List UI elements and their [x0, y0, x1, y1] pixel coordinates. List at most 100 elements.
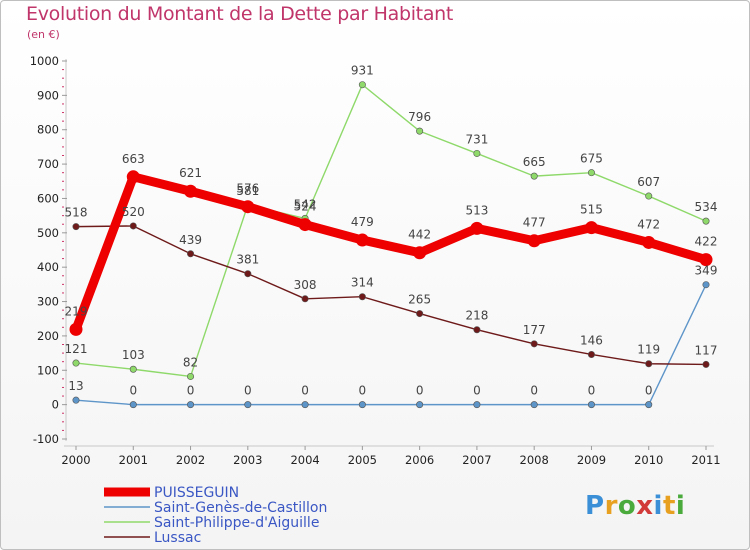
- chart-subtitle: (en €): [27, 28, 60, 41]
- data-label: 13: [68, 379, 83, 393]
- x-tick-label: 2008: [520, 453, 549, 467]
- data-label: 534: [695, 200, 718, 214]
- data-point: [72, 223, 80, 231]
- data-labels-lussac: 518 520 439 381 308 314 265 218 177 146 119 117: [65, 205, 718, 357]
- data-labels-puisseguin: 219 663 621 576 524 479 442 513 477 515 472 422: [65, 152, 718, 319]
- data-point: [527, 234, 541, 248]
- data-point: [473, 401, 481, 409]
- y-tick-label: -100: [33, 432, 59, 446]
- data-label: 515: [580, 203, 603, 217]
- data-label: 117: [695, 343, 718, 357]
- data-point: [530, 340, 538, 348]
- data-point: [187, 401, 195, 409]
- data-point: [187, 250, 195, 258]
- data-label: 349: [695, 264, 718, 278]
- data-label: 308: [294, 278, 317, 292]
- data-label: 796: [408, 110, 431, 124]
- data-point: [301, 295, 309, 303]
- data-label: 103: [122, 348, 145, 362]
- data-label: 663: [122, 152, 145, 166]
- data-label: 121: [65, 342, 88, 356]
- x-tick-label: 2003: [233, 453, 262, 467]
- data-label: 675: [580, 152, 603, 166]
- data-point: [244, 270, 252, 278]
- data-label: 0: [473, 384, 481, 398]
- legend-label: Saint-Genès-de-Castillon: [154, 500, 327, 516]
- data-labels-saint-philippe-d-aiguille: 121 103 82 581 542 931 796 731 665 675 607 534: [65, 64, 718, 370]
- data-label: 0: [416, 384, 424, 398]
- data-label: 931: [351, 64, 374, 78]
- data-point: [702, 360, 710, 368]
- data-label: 0: [244, 384, 252, 398]
- data-point: [129, 365, 137, 373]
- series-saint-gen-s-de-castillon: [72, 281, 710, 409]
- data-point: [129, 401, 137, 409]
- data-label: 0: [588, 384, 596, 398]
- legend-label: Saint-Philippe-d'Aiguille: [154, 515, 319, 531]
- data-point: [298, 218, 312, 232]
- data-point: [241, 200, 255, 214]
- data-point: [587, 401, 595, 409]
- data-label: 381: [236, 253, 259, 267]
- data-label: 265: [408, 293, 431, 307]
- series-line: [71, 172, 711, 334]
- y-tick-label: 500: [37, 226, 59, 240]
- x-tick-label: 2007: [462, 453, 491, 467]
- x-tick-label: 2010: [634, 453, 663, 467]
- logo-letter: i: [675, 491, 686, 521]
- data-point: [645, 401, 653, 409]
- data-label: 0: [645, 384, 653, 398]
- data-label: 439: [179, 233, 202, 247]
- logo-letter: t: [662, 491, 676, 521]
- data-point: [72, 359, 80, 367]
- logo-letter: r: [604, 491, 618, 521]
- data-point: [530, 401, 538, 409]
- data-labels-saint-gen-s-de-castillon: 13 0 0 0 0 0 0 0 0 0 0 349: [68, 264, 717, 398]
- data-label: 731: [465, 132, 488, 146]
- data-label: 665: [523, 155, 546, 169]
- data-point: [301, 401, 309, 409]
- data-point: [416, 401, 424, 409]
- data-point: [473, 326, 481, 334]
- y-tick-label: 400: [37, 260, 59, 274]
- y-tick-label: 700: [37, 157, 59, 171]
- logo-letter: P: [585, 491, 605, 521]
- data-point: [358, 293, 366, 301]
- data-label: 218: [465, 309, 488, 323]
- proxiti-logo: Proxiti: [585, 491, 685, 521]
- data-point: [413, 246, 427, 260]
- series-lussac: [72, 222, 710, 368]
- series-line: [75, 225, 707, 366]
- data-point: [358, 401, 366, 409]
- data-label: 513: [465, 203, 488, 217]
- legend-label: Lussac: [154, 530, 201, 546]
- data-point: [645, 360, 653, 368]
- logo-letter: x: [636, 491, 654, 521]
- data-label: 177: [523, 323, 546, 337]
- data-label: 442: [408, 228, 431, 242]
- data-point: [473, 149, 481, 157]
- data-label: 119: [637, 343, 660, 357]
- data-label: 0: [359, 384, 367, 398]
- y-tick-label: 1000: [30, 54, 59, 68]
- data-label: 621: [179, 166, 202, 180]
- data-label: 576: [236, 182, 259, 196]
- data-point: [416, 127, 424, 135]
- data-point: [184, 184, 198, 198]
- data-label: 0: [530, 384, 538, 398]
- data-label: 422: [695, 235, 718, 249]
- data-label: 607: [637, 175, 660, 189]
- legend: PUISSEGUINSaint-Genès-de-CastillonSaint-…: [104, 485, 327, 546]
- data-point: [129, 222, 137, 230]
- axes: -100010020030040050060070080090010002000…: [30, 54, 721, 467]
- series-line: [75, 284, 707, 406]
- data-label: 0: [301, 384, 309, 398]
- series-puisseguin: [69, 170, 713, 336]
- data-point: [587, 169, 595, 177]
- logo-letter: i: [653, 491, 663, 521]
- data-label: 520: [122, 205, 145, 219]
- data-point: [584, 221, 598, 235]
- data-label: 146: [580, 333, 603, 347]
- data-label: 479: [351, 215, 374, 229]
